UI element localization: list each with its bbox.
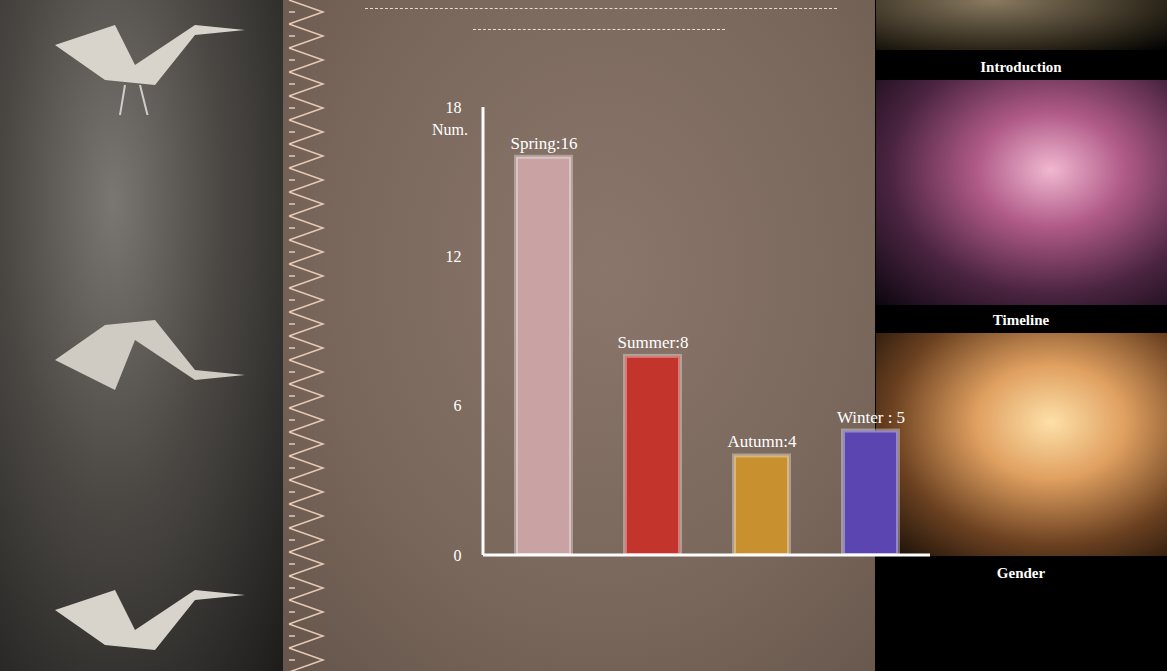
svg-text:18: 18 bbox=[446, 99, 462, 116]
svg-text:Summer:8: Summer:8 bbox=[618, 333, 689, 352]
html-text:Timeline: Timeline bbox=[992, 312, 1050, 328]
svg-text:Spring:16: Spring:16 bbox=[510, 134, 577, 153]
svg-text:6: 6 bbox=[454, 397, 462, 414]
svg-text:12: 12 bbox=[446, 248, 462, 265]
html-text:Gender: Gender bbox=[996, 565, 1046, 581]
html-text:Introduction: Introduction bbox=[980, 59, 1062, 75]
svg-text:Autumn:4: Autumn:4 bbox=[728, 432, 797, 451]
html-text:Num.: Num. bbox=[432, 121, 468, 138]
svg-text:0: 0 bbox=[454, 547, 462, 564]
svg-text:Winter : 5: Winter : 5 bbox=[837, 407, 905, 426]
